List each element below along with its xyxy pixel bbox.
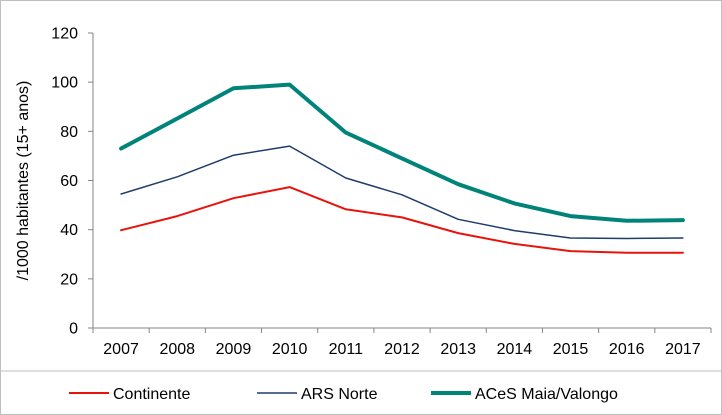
x-tick-label: 2013 [440, 341, 476, 358]
y-tick-label: 120 [51, 26, 78, 43]
x-tick-label: 2012 [384, 341, 420, 358]
series-lines [119, 82, 685, 254]
legend-label: ARS Norte [301, 386, 378, 403]
y-tick-label: 100 [51, 75, 78, 92]
y-tick-label: 40 [60, 222, 78, 239]
series-line-aces-maia-valongo [119, 82, 685, 223]
y-tick-label: 0 [69, 321, 78, 338]
y-tick-label: 60 [60, 173, 78, 190]
x-tick-label: 2015 [553, 341, 589, 358]
legend: Continente ARS Norte ACeS Maia/Valongo [69, 386, 618, 403]
x-tick-label: 2007 [103, 341, 139, 358]
series-line-continente [120, 186, 684, 254]
x-tick-label: 2008 [159, 341, 195, 358]
axes [92, 33, 711, 329]
x-tick-label: 2009 [216, 341, 252, 358]
x-tick-label: 2010 [272, 341, 308, 358]
legend-label: Continente [113, 386, 190, 403]
x-tick-label: 2016 [609, 341, 645, 358]
y-tick-label: 80 [60, 124, 78, 141]
legend-label: ACeS Maia/Valongo [475, 386, 618, 403]
x-tick-label: 2017 [665, 341, 701, 358]
x-tick-labels: 2007 2008 2009 2010 2011 2012 2013 2014 2015 2016… [92, 328, 712, 358]
y-axis-title: /1000 habitantes (15+ anos) [15, 81, 32, 281]
x-tick-label: 2014 [497, 341, 533, 358]
series-line-ars-norte [120, 145, 684, 240]
y-tick-label: 20 [60, 271, 78, 288]
x-tick-label: 2011 [329, 341, 364, 358]
y-tick-labels: 0 20 40 60 80 100 120 [51, 26, 93, 338]
